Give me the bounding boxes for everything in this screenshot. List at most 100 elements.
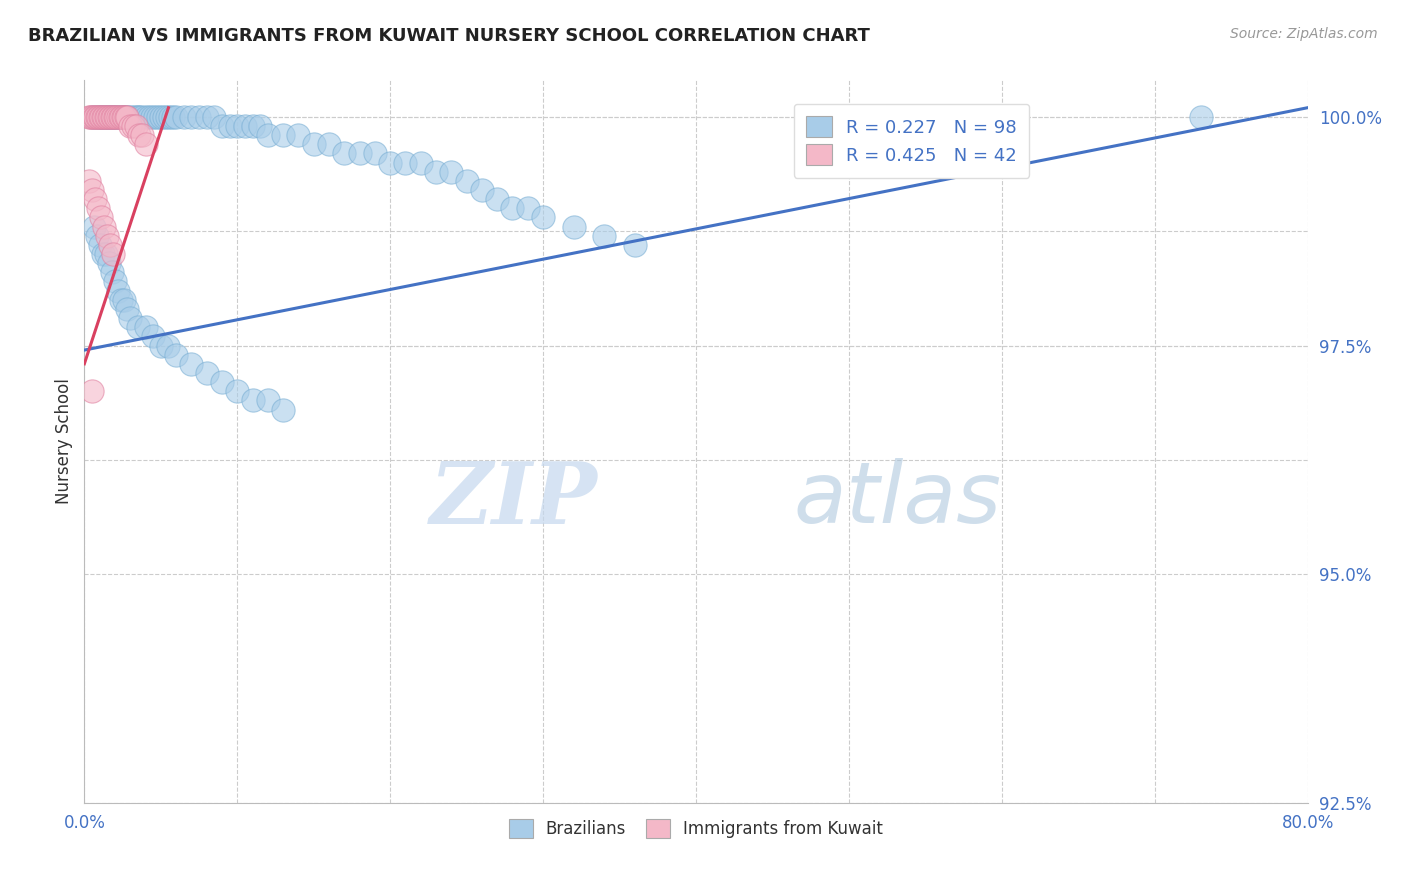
Point [80, 110, 103, 124]
Point [593, 228, 616, 243]
Point [502, 202, 524, 216]
Text: BRAZILIAN VS IMMIGRANTS FROM KUWAIT NURSERY SCHOOL CORRELATION CHART: BRAZILIAN VS IMMIGRANTS FROM KUWAIT NURS… [28, 27, 870, 45]
Point [180, 110, 202, 124]
Point [80, 110, 103, 124]
Point [159, 110, 181, 124]
Point [141, 110, 163, 124]
Point [349, 146, 371, 161]
Point [79, 110, 101, 124]
Point [84, 192, 107, 206]
Point [103, 110, 125, 124]
Point [112, 110, 135, 124]
Point [96, 110, 118, 124]
Point [110, 293, 132, 307]
Point [91, 110, 114, 124]
Point [302, 137, 325, 152]
Point [135, 110, 157, 124]
Point [97, 110, 120, 124]
Point [103, 247, 125, 261]
Point [94, 110, 117, 124]
Point [101, 110, 124, 124]
Point [93, 110, 115, 124]
Point [105, 110, 128, 124]
Text: atlas: atlas [794, 458, 1002, 541]
Point [425, 165, 447, 179]
Point [233, 119, 256, 133]
Point [471, 183, 494, 197]
Point [242, 119, 264, 133]
Point [409, 155, 432, 169]
Point [143, 110, 166, 124]
Text: ZIP: ZIP [430, 458, 598, 541]
Point [91, 110, 114, 124]
Point [84, 110, 107, 124]
Point [83, 219, 105, 234]
Point [188, 110, 211, 124]
Point [153, 110, 176, 124]
Point [562, 219, 585, 234]
Point [111, 110, 134, 124]
Point [125, 119, 148, 133]
Point [101, 110, 124, 124]
Point [180, 357, 202, 371]
Point [83, 110, 105, 124]
Point [333, 146, 356, 161]
Point [80, 384, 103, 399]
Point [195, 110, 218, 124]
Point [271, 402, 294, 417]
Point [122, 119, 145, 133]
Point [107, 110, 129, 124]
Point [456, 174, 478, 188]
Text: Source: ZipAtlas.com: Source: ZipAtlas.com [1230, 27, 1378, 41]
Point [257, 393, 280, 408]
Point [125, 110, 148, 124]
Point [127, 110, 149, 124]
Point [115, 110, 138, 124]
Point [93, 219, 115, 234]
Point [84, 110, 107, 124]
Point [112, 110, 135, 124]
Point [80, 183, 103, 197]
Point [249, 119, 271, 133]
Point [142, 329, 165, 343]
Point [165, 348, 187, 362]
Point [104, 110, 127, 124]
Point [94, 247, 117, 261]
Point [165, 110, 187, 124]
Point [96, 110, 118, 124]
Point [271, 128, 294, 143]
Point [287, 128, 309, 143]
Point [195, 366, 218, 380]
Point [138, 110, 160, 124]
Point [218, 119, 240, 133]
Point [77, 174, 100, 188]
Point [108, 110, 131, 124]
Y-axis label: Nursery School: Nursery School [55, 378, 73, 505]
Point [89, 110, 111, 124]
Point [135, 320, 157, 334]
Point [98, 110, 121, 124]
Point [105, 110, 128, 124]
Point [87, 202, 110, 216]
Point [90, 110, 112, 124]
Point [364, 146, 387, 161]
Point [173, 110, 195, 124]
Point [90, 211, 112, 225]
Point [226, 384, 249, 399]
Point [131, 128, 153, 143]
Point [624, 238, 647, 252]
Point [114, 110, 136, 124]
Point [156, 110, 179, 124]
Point [211, 375, 233, 389]
Point [97, 256, 120, 270]
Point [531, 211, 554, 225]
Point [1189, 110, 1212, 124]
Point [162, 110, 184, 124]
Point [114, 110, 136, 124]
Point [115, 301, 138, 316]
Point [120, 110, 142, 124]
Point [146, 110, 169, 124]
Point [77, 110, 100, 124]
Point [107, 110, 129, 124]
Point [87, 110, 110, 124]
